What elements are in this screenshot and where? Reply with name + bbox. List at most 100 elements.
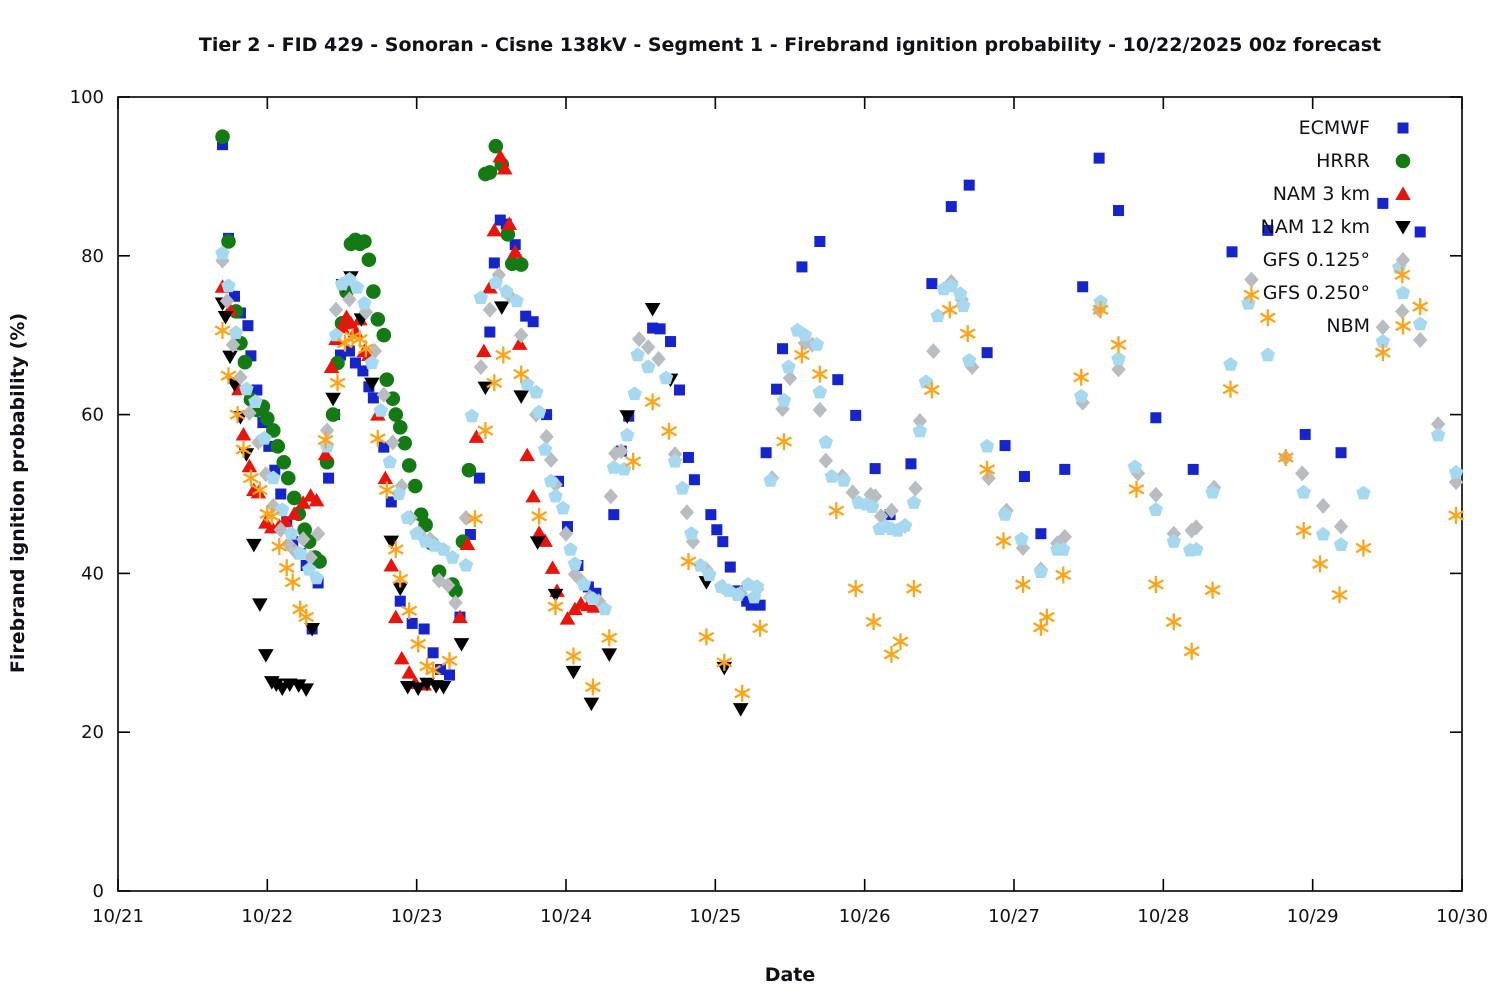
point-nbm	[1128, 480, 1145, 498]
legend-label: GFS 0.250°	[1262, 281, 1370, 304]
point-ecmwf	[705, 509, 717, 521]
point-gfs-0-125-	[1057, 528, 1072, 545]
point-nam-3-km	[459, 536, 476, 551]
legend-marker-icon	[1395, 186, 1411, 200]
point-gfs-0-250-	[382, 454, 397, 469]
point-gfs-0-125-	[1295, 465, 1310, 482]
legend-label: NAM 3 km	[1272, 182, 1370, 205]
point-gfs-0-250-	[293, 545, 308, 560]
point-gfs-0-250-	[239, 381, 254, 396]
point-gfs-0-125-	[514, 327, 529, 344]
point-gfs-0-250-	[962, 353, 977, 367]
point-gfs-0-250-	[627, 386, 642, 401]
point-nam-12-km	[304, 622, 320, 637]
point-nam-3-km	[308, 492, 325, 507]
y-tick-label: 100	[70, 87, 104, 108]
point-nam-3-km	[468, 429, 485, 443]
point-gfs-0-125-	[679, 504, 695, 521]
point-nam-12-km	[619, 410, 636, 424]
point-ecmwf	[945, 201, 957, 213]
point-nam-3-km	[383, 557, 400, 572]
point-gfs-0-125-	[367, 343, 383, 360]
point-hrrr	[286, 490, 302, 506]
legend-row-nam-3-km: NAM 3 km	[1261, 177, 1416, 210]
point-nbm	[1374, 344, 1391, 362]
point-nbm	[1055, 566, 1072, 584]
point-gfs-0-250-	[606, 460, 621, 474]
point-hrrr	[379, 372, 395, 387]
point-gfs-0-125-	[1188, 519, 1204, 536]
point-nbm	[410, 635, 427, 653]
chart-title: Tier 2 - FID 429 - Sonoran - Cisne 138kV…	[198, 34, 1382, 56]
point-nbm	[466, 510, 483, 528]
legend: ECMWF HRRR NAM 3 km NAM 12 km GFS 0.125° GFS …	[1261, 111, 1416, 342]
legend-label: NBM	[1326, 314, 1370, 337]
point-ecmwf	[905, 458, 917, 470]
point-gfs-0-125-	[342, 291, 357, 308]
point-hrrr	[488, 138, 504, 154]
point-ecmwf	[435, 663, 447, 675]
point-ecmwf	[527, 316, 539, 328]
point-nbm	[1165, 613, 1182, 631]
point-gfs-0-125-	[539, 428, 554, 445]
point-nbm	[263, 507, 280, 525]
point-hrrr	[237, 354, 253, 370]
point-gfs-0-250-	[464, 408, 480, 423]
point-gfs-0-125-	[303, 549, 318, 566]
point-gfs-0-250-	[749, 579, 765, 593]
point-gfs-0-250-	[930, 308, 946, 323]
point-gfs-0-125-	[782, 370, 798, 387]
point-gfs-0-250-	[812, 384, 828, 399]
point-nam-12-km	[565, 665, 582, 680]
x-tick-label: 10/26	[839, 906, 891, 927]
point-ecmwf	[673, 384, 685, 396]
legend-marker-icon	[1395, 251, 1411, 268]
point-gfs-0-125-	[981, 470, 996, 487]
point-gfs-0-250-	[328, 327, 344, 342]
point-nbm	[892, 633, 909, 651]
point-ecmwf	[394, 595, 406, 607]
point-nbm	[794, 346, 810, 364]
point-ecmwf	[926, 278, 938, 290]
legend-row-nbm: NBM	[1261, 309, 1416, 342]
point-gfs-0-250-	[809, 337, 825, 351]
point-nam-3-km	[393, 650, 410, 665]
point-nbm	[680, 553, 697, 570]
point-gfs-0-125-	[242, 405, 257, 422]
point-gfs-0-125-	[328, 301, 344, 318]
point-nbm	[1394, 266, 1411, 284]
point-ecmwf	[444, 669, 456, 681]
point-ecmwf	[1187, 463, 1199, 475]
point-nam-12-km	[217, 310, 234, 325]
point-nam-12-km	[529, 536, 546, 550]
point-gfs-0-250-	[597, 601, 613, 616]
point-gfs-0-250-	[257, 430, 272, 445]
point-hrrr	[376, 327, 392, 343]
point-gfs-0-125-	[385, 434, 400, 451]
point-gfs-0-250-	[576, 576, 592, 591]
point-nbm	[644, 393, 661, 411]
point-gfs-0-250-	[836, 472, 851, 487]
point-gfs-0-250-	[906, 495, 922, 509]
point-gfs-0-250-	[436, 542, 451, 556]
point-gfs-0-250-	[776, 392, 792, 407]
point-nbm	[298, 608, 315, 626]
point-gfs-0-250-	[473, 290, 489, 304]
point-gfs-0-125-	[448, 594, 463, 611]
legend-marker-glyph	[1395, 186, 1411, 200]
point-gfs-0-125-	[473, 358, 489, 375]
point-ecmwf	[251, 384, 263, 396]
point-nam-3-km	[286, 506, 303, 520]
point-nbm	[378, 481, 395, 499]
point-hrrr	[325, 407, 341, 422]
point-nbm	[251, 481, 268, 499]
point-ecmwf	[349, 357, 361, 369]
point-nam-3-km	[241, 458, 258, 473]
point-hrrr	[215, 129, 230, 144]
y-tick-label: 40	[81, 563, 104, 584]
point-gfs-0-250-	[266, 470, 281, 485]
point-hrrr	[297, 522, 312, 538]
point-ecmwf	[999, 440, 1011, 452]
point-gfs-0-125-	[1015, 539, 1031, 556]
point-nam-3-km	[525, 488, 541, 503]
